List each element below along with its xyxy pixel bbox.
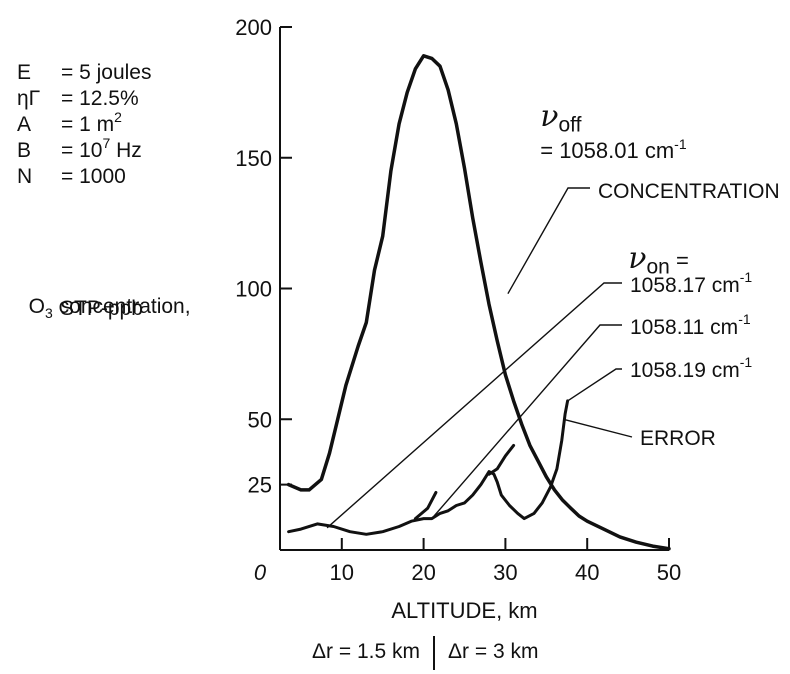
parameter-name: ηΓ <box>17 87 41 110</box>
parameter-name: N <box>17 165 33 188</box>
series-1058-11-cm-1-segment <box>413 491 438 521</box>
parameter-row: A = 1 m2 <box>17 109 122 138</box>
x-tick-label: 20 <box>411 560 435 585</box>
callout-error: ERROR <box>640 427 716 450</box>
chart-series <box>286 54 671 551</box>
x-tick-label: 10 <box>330 560 354 585</box>
series-concentration <box>286 54 671 551</box>
callout-leaders <box>326 187 633 529</box>
parameter-value: = 12.5% <box>61 87 139 110</box>
resolution-note-left: Δr = 1.5 km <box>312 640 420 663</box>
callout-on1: 1058.17 cm-1 <box>630 269 752 297</box>
y-tick-label: 25 <box>248 473 272 498</box>
parameter-value: = 5 joules <box>61 61 152 84</box>
parameter-row: ηΓ = 12.5% <box>17 86 139 112</box>
leader-on2 <box>431 324 622 520</box>
x-tick-label: 40 <box>575 560 599 585</box>
nu-off-value: = 1058.01 cm <box>540 138 675 164</box>
x-axis-label: ALTITUDE, km <box>391 598 537 623</box>
parameter-value: = 107 Hz <box>61 135 142 162</box>
ylabel-sub: 3 <box>45 305 53 322</box>
y-tick-label: 200 <box>235 15 272 40</box>
parameter-value: = 1000 <box>61 165 126 188</box>
ylabel-rest: concentration, <box>52 295 191 318</box>
leader-concentration <box>507 187 590 295</box>
callout-exp: -1 <box>738 311 751 327</box>
parameter-row: B = 107 Hz <box>17 135 142 164</box>
nu-on-eq: = <box>675 248 689 273</box>
nu-off-symbol: ν <box>540 99 559 134</box>
y-tick-label: 50 <box>248 407 272 432</box>
ylabel: O3 concentration, <box>17 268 191 326</box>
parameter-name: B <box>17 139 32 162</box>
parameter-name: E <box>17 61 32 84</box>
series-error <box>287 399 570 536</box>
callout-exp: -1 <box>740 354 753 370</box>
resolution-note-right: Δr = 3 km <box>448 640 538 663</box>
nu-on-label: νon = <box>616 220 689 280</box>
leader-on1 <box>326 282 622 529</box>
callout-on2: 1058.11 cm-1 <box>630 311 751 339</box>
leader-on3 <box>567 368 622 402</box>
callout-on3: 1058.19 cm-1 <box>630 354 752 382</box>
parameter-row: E = 5 joules <box>17 60 151 86</box>
chart-axes: 25 50 100 150 200 0 10 20 30 40 50 ALTITUDE, km <box>235 15 681 623</box>
callout-exp: -1 <box>740 269 753 285</box>
y-tick-label: 100 <box>235 277 272 302</box>
y-tick-label: 150 <box>235 146 272 171</box>
x-tick-label: 30 <box>493 560 517 585</box>
callout-concentration: CONCENTRATION <box>598 180 780 203</box>
nu-off-sub: off <box>558 113 582 137</box>
leader-error <box>563 418 633 438</box>
parameter-name: A <box>17 113 32 136</box>
parameter-row: N = 1000 <box>17 164 126 190</box>
ylabel-main: O <box>28 295 46 318</box>
nu-off-label: νoff = 1058.01 cm-1 <box>528 78 687 164</box>
series-1058-19-cm-1-segment <box>487 443 516 476</box>
parameter-value: = 1 m2 <box>61 109 122 136</box>
ylabel-line2: STP-ppb <box>60 297 143 320</box>
nu-on-symbol: ν <box>628 241 647 276</box>
x-tick-label: 50 <box>657 560 681 585</box>
nu-off-exp: -1 <box>674 136 687 153</box>
nu-on-sub: on <box>646 255 670 279</box>
x-tick-label: 0 <box>254 560 267 585</box>
